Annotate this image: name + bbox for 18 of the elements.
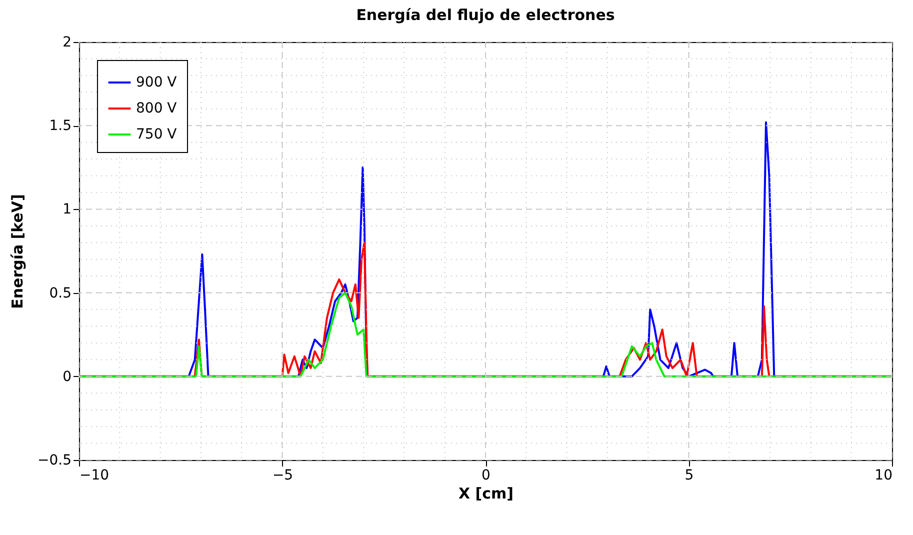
chart-title: Energía del flujo de electrones — [356, 6, 615, 24]
x-tick-label: 0 — [482, 468, 490, 484]
x-tick-label: 5 — [684, 468, 694, 484]
x-axis-title: X [cm] — [458, 484, 514, 502]
y-tick-label: 0.5 — [49, 285, 72, 302]
y-tick-label: 1.5 — [49, 118, 72, 134]
x-tick-label: 10 — [874, 468, 892, 484]
y-axis-title: Energía [keV] — [8, 194, 27, 309]
x-tick-label: −10 — [80, 468, 110, 484]
line-series — [78, 292, 893, 378]
x-tick-label: −5 — [272, 468, 294, 484]
y-tick-label: −0.5 — [38, 452, 72, 468]
y-tick-label: 1 — [62, 202, 72, 218]
legend-label: 900 V — [136, 74, 178, 90]
legend-label: 750 V — [136, 126, 178, 142]
y-tick-label: 2 — [62, 34, 72, 50]
legend-label: 800 V — [136, 100, 178, 116]
y-tick-label: 0 — [62, 368, 72, 385]
